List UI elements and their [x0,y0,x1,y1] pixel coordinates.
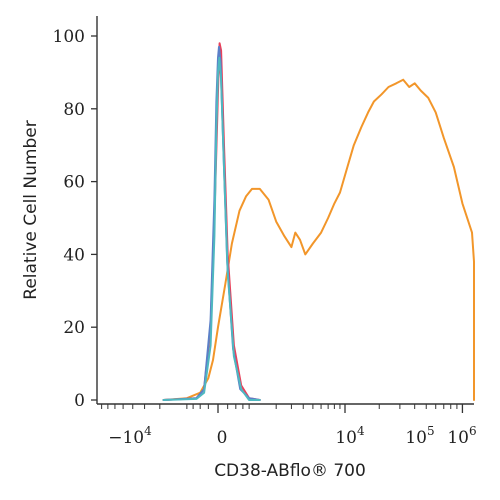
x-tick-label: 106 [447,424,476,448]
y-tick-label: 20 [63,318,85,338]
y-tick-label: 80 [63,100,85,120]
histogram-series-line-3 [162,45,261,401]
x-tick-label: 104 [335,424,365,448]
y-tick-label: 40 [63,245,85,265]
y-axis-title: Relative Cell Number [21,120,41,299]
series-layer [162,42,475,401]
histogram-series-line-4 [162,56,261,401]
y-tick-label: 0 [74,391,85,411]
histogram-series-line-1 [162,78,475,401]
x-tick-label: 105 [405,424,434,448]
x-axis-ticks: −104 0 104 105 106 [101,404,477,448]
x-axis-title: CD38-ABflo® 700 [214,461,366,481]
x-tick-label: −104 [108,424,152,448]
x-tick-label: 0 [217,428,228,448]
histogram-series-line-2 [162,42,261,401]
y-tick-label: 60 [63,173,85,193]
y-tick-label: 100 [53,27,85,47]
y-axis-ticks: 0 20 40 60 80 100 [53,27,97,411]
